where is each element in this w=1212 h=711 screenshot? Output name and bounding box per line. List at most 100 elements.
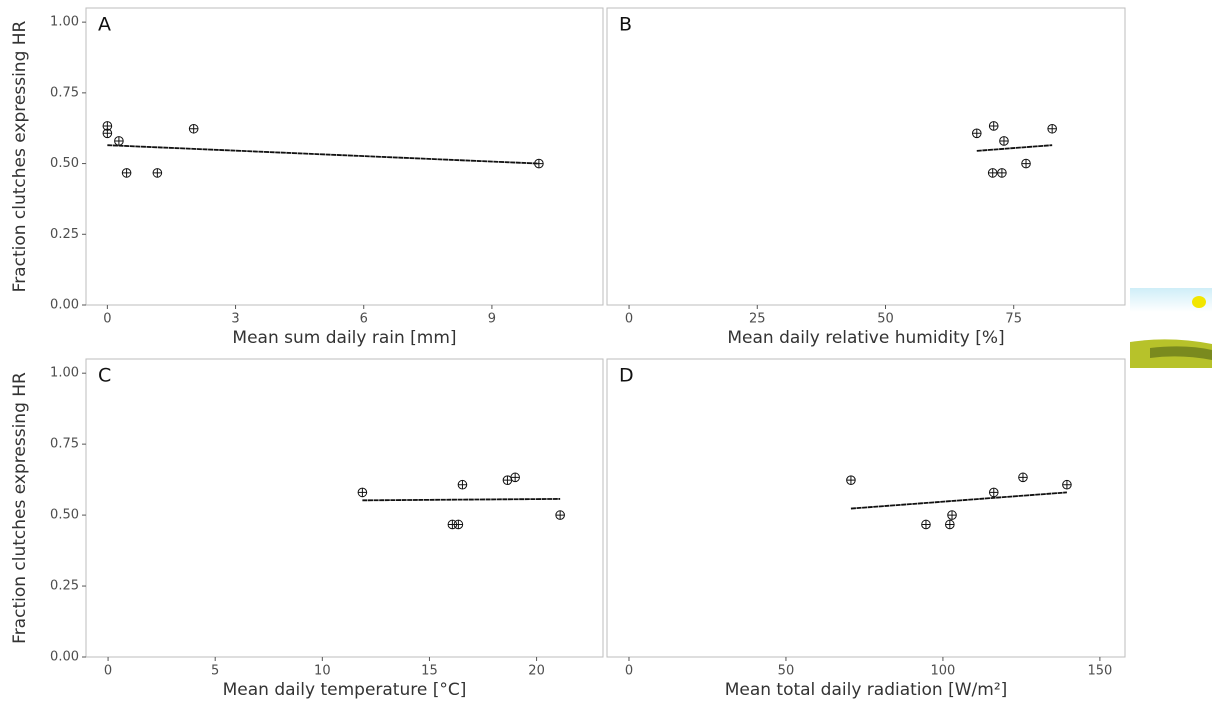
x-axis-label: Mean daily temperature [°C] bbox=[223, 680, 467, 700]
x-tick-label: 50 bbox=[877, 312, 894, 327]
x-axis-label: Mean daily relative humidity [%] bbox=[727, 328, 1004, 348]
point bbox=[987, 168, 998, 178]
x-tick-label: 0 bbox=[625, 312, 633, 327]
panel-label: A bbox=[98, 14, 111, 36]
point bbox=[1047, 123, 1057, 134]
point bbox=[457, 479, 468, 490]
panel-label: C bbox=[98, 365, 111, 387]
point-cross bbox=[947, 510, 957, 520]
point-cross bbox=[458, 480, 467, 490]
point bbox=[357, 487, 368, 498]
x-tick-label: 0 bbox=[625, 664, 633, 679]
panel-border bbox=[606, 7, 1126, 306]
x-tick-label: 6 bbox=[360, 312, 368, 327]
point-cross bbox=[103, 129, 112, 138]
y-tick-label: 0.25 bbox=[50, 227, 79, 242]
trend-line bbox=[362, 498, 561, 502]
point-cross bbox=[503, 475, 512, 485]
y-tick-label: 0.25 bbox=[50, 579, 79, 594]
point-cross bbox=[1047, 124, 1057, 134]
panel: C 0.00 0.25 0.50 0.75 1.00 0 5 10 15 20 Mean daily … bbox=[10, 358, 604, 700]
y-tick-label: 1.00 bbox=[50, 366, 79, 381]
panel: A 0.00 0.25 0.50 0.75 1.00 0 3 6 9 Mean sum daily … bbox=[10, 7, 604, 348]
x-tick-label: 15 bbox=[421, 664, 438, 679]
point bbox=[1018, 472, 1028, 483]
panel-label: D bbox=[619, 365, 634, 387]
point-cross bbox=[153, 168, 162, 178]
y-tick-label: 1.00 bbox=[50, 15, 79, 30]
panel-border bbox=[606, 358, 1126, 658]
x-tick-label: 5 bbox=[211, 664, 219, 679]
point bbox=[152, 168, 163, 178]
y-tick-label: 0.50 bbox=[50, 156, 79, 171]
panel-border bbox=[85, 358, 604, 658]
x-tick-label: 50 bbox=[778, 664, 795, 679]
point-cross bbox=[1062, 480, 1072, 490]
point bbox=[971, 128, 982, 139]
x-tick-label: 10 bbox=[314, 664, 331, 679]
point-cross bbox=[555, 510, 565, 520]
point bbox=[988, 487, 999, 498]
point bbox=[555, 510, 565, 520]
panel-label: B bbox=[619, 14, 632, 36]
trend-line bbox=[107, 144, 539, 165]
point bbox=[1021, 158, 1031, 169]
point bbox=[846, 475, 856, 485]
x-tick-label: 9 bbox=[488, 312, 496, 327]
point bbox=[534, 158, 544, 169]
x-tick-label: 3 bbox=[231, 312, 239, 327]
x-axis-label: Mean total daily radiation [W/m²] bbox=[725, 680, 1008, 700]
point-cross bbox=[999, 136, 1009, 146]
y-tick-label: 0.00 bbox=[50, 298, 79, 313]
field-stripe bbox=[1150, 346, 1212, 360]
point-cross bbox=[1021, 159, 1031, 168]
sun bbox=[1192, 296, 1206, 308]
point-cross bbox=[945, 520, 955, 529]
y-tick-label: 0.75 bbox=[50, 437, 79, 452]
x-tick-label: 0 bbox=[103, 312, 111, 327]
point bbox=[453, 519, 464, 530]
x-tick-label: 20 bbox=[528, 664, 545, 679]
point-cross bbox=[358, 488, 367, 497]
point bbox=[188, 123, 199, 134]
y-axis-label: Fraction clutches expressing HR bbox=[10, 20, 30, 292]
x-tick-label: 75 bbox=[1005, 312, 1022, 327]
panel-border bbox=[85, 7, 604, 306]
point-cross bbox=[989, 121, 999, 131]
point-cross bbox=[997, 168, 1007, 178]
point bbox=[945, 519, 955, 530]
point bbox=[947, 510, 957, 520]
point-cross bbox=[454, 520, 463, 529]
point bbox=[102, 128, 113, 139]
y-tick-label: 0.75 bbox=[50, 85, 79, 100]
point bbox=[114, 136, 124, 146]
y-axis-label: Fraction clutches expressing HR bbox=[10, 372, 30, 644]
point-cross bbox=[921, 520, 931, 529]
point bbox=[999, 136, 1009, 146]
x-axis-label: Mean sum daily rain [mm] bbox=[232, 328, 456, 348]
point bbox=[997, 168, 1007, 178]
y-tick-label: 0.00 bbox=[50, 650, 79, 665]
point-cross bbox=[189, 124, 198, 134]
panel: D 0 50 100 150 Mean total daily radiation [W/… bbox=[606, 358, 1126, 700]
point bbox=[121, 168, 132, 178]
point bbox=[510, 472, 520, 483]
point-cross bbox=[988, 168, 997, 178]
point-cross bbox=[114, 136, 124, 146]
x-tick-label: 25 bbox=[749, 312, 766, 327]
x-tick-label: 0 bbox=[104, 664, 112, 679]
point bbox=[1062, 479, 1072, 490]
point-cross bbox=[510, 473, 520, 482]
trend-line bbox=[976, 144, 1053, 152]
x-tick-label: 100 bbox=[931, 664, 956, 679]
decoration bbox=[1130, 288, 1212, 368]
point-cross bbox=[989, 488, 999, 497]
point bbox=[921, 519, 931, 530]
point-cross bbox=[846, 475, 856, 485]
point-cross bbox=[972, 129, 982, 138]
point-cross bbox=[122, 168, 131, 178]
point-cross bbox=[534, 159, 544, 168]
trend-line bbox=[850, 491, 1067, 510]
